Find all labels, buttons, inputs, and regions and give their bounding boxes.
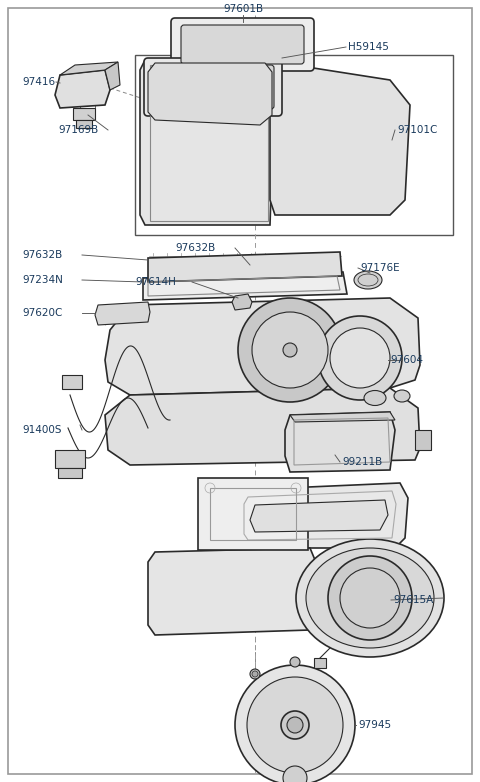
Polygon shape xyxy=(148,252,342,282)
Polygon shape xyxy=(232,294,252,310)
FancyBboxPatch shape xyxy=(144,58,282,116)
Circle shape xyxy=(252,312,328,388)
Circle shape xyxy=(287,717,303,733)
Circle shape xyxy=(283,766,307,782)
Text: 97176E: 97176E xyxy=(360,263,400,273)
Ellipse shape xyxy=(354,271,382,289)
Polygon shape xyxy=(290,412,395,422)
Circle shape xyxy=(318,316,402,400)
Text: 97234N: 97234N xyxy=(22,275,63,285)
Polygon shape xyxy=(230,483,408,548)
Polygon shape xyxy=(270,62,410,215)
Ellipse shape xyxy=(306,548,434,648)
Ellipse shape xyxy=(364,390,386,406)
Polygon shape xyxy=(105,388,420,465)
Circle shape xyxy=(330,328,390,388)
Circle shape xyxy=(290,657,300,667)
Text: 97416: 97416 xyxy=(22,77,55,87)
Bar xyxy=(76,120,92,128)
Polygon shape xyxy=(148,63,272,125)
Circle shape xyxy=(340,568,400,628)
Circle shape xyxy=(235,665,355,782)
Text: 97945: 97945 xyxy=(358,720,391,730)
Polygon shape xyxy=(285,412,395,472)
Bar xyxy=(210,488,296,540)
Bar xyxy=(58,468,82,478)
Polygon shape xyxy=(105,62,120,90)
Text: 97604: 97604 xyxy=(390,355,423,365)
Text: 97632B: 97632B xyxy=(22,250,62,260)
Text: 99211B: 99211B xyxy=(342,457,382,467)
Circle shape xyxy=(281,711,309,739)
Polygon shape xyxy=(143,272,347,300)
Bar xyxy=(62,375,82,389)
FancyBboxPatch shape xyxy=(152,65,274,109)
Circle shape xyxy=(252,671,258,677)
Circle shape xyxy=(238,298,342,402)
Bar xyxy=(415,430,431,450)
Bar xyxy=(135,55,453,235)
Polygon shape xyxy=(60,62,118,75)
Text: H59145: H59145 xyxy=(348,42,389,52)
Polygon shape xyxy=(105,298,420,395)
Bar xyxy=(198,478,308,550)
Polygon shape xyxy=(55,70,110,108)
Polygon shape xyxy=(140,60,275,225)
Polygon shape xyxy=(148,548,315,635)
Text: 97601B: 97601B xyxy=(223,4,263,14)
Bar xyxy=(150,65,268,221)
Bar xyxy=(73,108,95,120)
Text: 97615A: 97615A xyxy=(393,595,433,605)
Polygon shape xyxy=(95,302,150,325)
Circle shape xyxy=(328,556,412,640)
Text: 97101C: 97101C xyxy=(397,125,437,135)
FancyBboxPatch shape xyxy=(181,25,304,64)
Text: 91400S: 91400S xyxy=(22,425,61,435)
Ellipse shape xyxy=(394,390,410,402)
Bar xyxy=(314,658,326,668)
Text: 97614H: 97614H xyxy=(135,277,176,287)
Circle shape xyxy=(283,343,297,357)
FancyBboxPatch shape xyxy=(171,18,314,71)
Ellipse shape xyxy=(296,539,444,657)
Polygon shape xyxy=(250,500,388,532)
Text: 97620C: 97620C xyxy=(22,308,62,318)
Text: 97169B: 97169B xyxy=(58,125,98,135)
Bar xyxy=(55,450,85,468)
Text: 97632B: 97632B xyxy=(175,243,215,253)
Circle shape xyxy=(250,669,260,679)
Circle shape xyxy=(247,677,343,773)
